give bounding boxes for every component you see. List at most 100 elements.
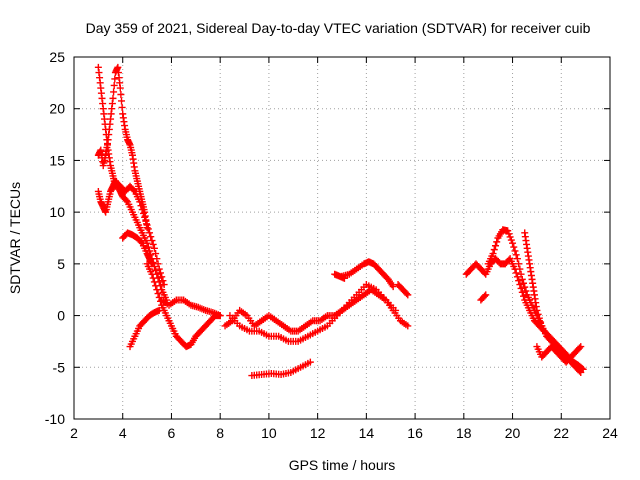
data-point-arc-17 xyxy=(534,310,542,318)
data-point-arc-4 xyxy=(144,225,152,233)
data-point-arc-16 xyxy=(522,287,530,295)
data-point-arc-4 xyxy=(155,265,163,273)
data-point-arc-5 xyxy=(137,238,145,246)
data-point-arc-1 xyxy=(110,88,118,96)
data-point-arc-4 xyxy=(130,186,138,194)
data-point-arc-16 xyxy=(520,279,528,287)
x-axis-label: GPS time / hours xyxy=(289,457,396,473)
data-point-arc-15 xyxy=(516,281,524,289)
data-point-arc-19 xyxy=(482,291,490,299)
x-tick-label: 14 xyxy=(359,425,375,441)
data-point-arc-8 xyxy=(216,312,224,320)
data-point-arc-15 xyxy=(515,277,523,285)
data-point-arc-16 xyxy=(513,255,521,263)
data-point-arc-16 xyxy=(506,233,514,241)
data-point-arc-4 xyxy=(156,269,164,277)
data-point-arc-16 xyxy=(491,242,499,250)
data-point-arc-1 xyxy=(111,75,119,83)
data-point-arc-4 xyxy=(160,281,168,289)
data-point-arc-16 xyxy=(509,239,517,247)
data-point-arc-4 xyxy=(159,277,167,285)
data-point-arc-7 xyxy=(150,278,158,286)
y-tick-label: -5 xyxy=(53,359,66,375)
data-point-arc-4 xyxy=(138,206,146,214)
data-point-arc-17 xyxy=(533,306,541,314)
data-point-arc-1 xyxy=(110,81,118,89)
y-tick-label: 25 xyxy=(49,49,65,65)
y-tick-label: 20 xyxy=(49,101,65,117)
data-point-arc-16 xyxy=(518,275,526,283)
data-point-arc-14 xyxy=(404,291,412,299)
data-point-arc-17 xyxy=(535,314,543,322)
data-point-arc-4 xyxy=(150,244,158,252)
x-tick-label: 12 xyxy=(310,425,326,441)
data-point-arc-7 xyxy=(148,270,156,278)
data-point-arc-1 xyxy=(117,90,125,98)
data-point-arc-7 xyxy=(153,286,161,294)
data-point-arc-4 xyxy=(149,240,157,248)
data-point-arc-16 xyxy=(515,260,523,268)
chart-title: Day 359 of 2021, Sidereal Day-to-day VTE… xyxy=(86,20,591,36)
data-point-arc-4 xyxy=(136,198,144,206)
data-point-arc-15 xyxy=(518,288,526,296)
data-point-arc-19 xyxy=(481,292,489,300)
data-point-arc-9 xyxy=(404,322,412,330)
y-tick-label: 10 xyxy=(49,204,65,220)
x-tick-label: 24 xyxy=(602,425,618,441)
data-point-arc-7 xyxy=(149,274,157,282)
data-point-arc-17 xyxy=(537,318,545,326)
x-tick-label: 4 xyxy=(119,425,127,441)
data-point-arc-1 xyxy=(118,97,126,105)
x-tick-label: 22 xyxy=(553,425,569,441)
data-point-arc-4 xyxy=(137,202,145,210)
data-point-arc-16 xyxy=(489,250,497,258)
data-point-arc-16 xyxy=(517,270,525,278)
data-point-arc-4 xyxy=(148,237,156,245)
x-tick-label: 18 xyxy=(456,425,472,441)
data-point-arc-4 xyxy=(158,273,166,281)
y-tick-label: 0 xyxy=(57,308,65,324)
data-point-arc-12 xyxy=(389,283,397,291)
data-point-arc-13 xyxy=(340,274,348,282)
data-point-arc-4 xyxy=(146,229,154,237)
data-point-arc-15 xyxy=(517,284,525,292)
data-point-arc-4 xyxy=(143,221,151,229)
data-point-arc-17 xyxy=(576,367,584,375)
y-tick-label: 15 xyxy=(49,152,65,168)
data-point-arc-16 xyxy=(490,246,498,254)
data-point-arc-4 xyxy=(147,233,155,241)
x-tick-label: 10 xyxy=(261,425,277,441)
x-tick-label: 6 xyxy=(168,425,176,441)
data-point-arc-15 xyxy=(513,273,521,281)
x-tick-label: 20 xyxy=(505,425,521,441)
plot-frame xyxy=(73,56,611,420)
x-tick-label: 8 xyxy=(216,425,224,441)
data-point-arc-1 xyxy=(109,94,117,102)
data-marks xyxy=(94,63,587,380)
data-point-arc-2 xyxy=(152,266,160,274)
data-point-arc-14 xyxy=(403,290,411,298)
data-point-arc-18 xyxy=(576,344,584,352)
y-axis-label: SDTVAR / TECUs xyxy=(7,182,23,294)
x-tick-label: 16 xyxy=(407,425,423,441)
data-point-arc-7 xyxy=(154,290,162,298)
data-point-arc-4 xyxy=(142,217,150,225)
data-point-arc-18 xyxy=(577,343,585,351)
data-point-arc-7 xyxy=(152,282,160,290)
data-point-arc-16 xyxy=(512,251,520,259)
data-point-arc-16 xyxy=(516,265,524,273)
data-point-arc-16 xyxy=(504,227,512,235)
x-tick-label: 2 xyxy=(70,425,78,441)
data-point-arc-16 xyxy=(510,243,518,251)
data-point-arc-4 xyxy=(152,250,160,258)
y-tick-label: -10 xyxy=(45,411,65,427)
data-point-arc-4 xyxy=(154,260,162,268)
data-point-arc-16 xyxy=(521,283,529,291)
data-point-arc-2 xyxy=(122,197,130,205)
data-point-arc-11 xyxy=(306,358,314,366)
data-point-arc-17 xyxy=(577,368,585,376)
y-tick-label: 5 xyxy=(57,256,65,272)
data-point-arc-2 xyxy=(144,243,152,251)
data-point-arc-15 xyxy=(520,292,528,300)
